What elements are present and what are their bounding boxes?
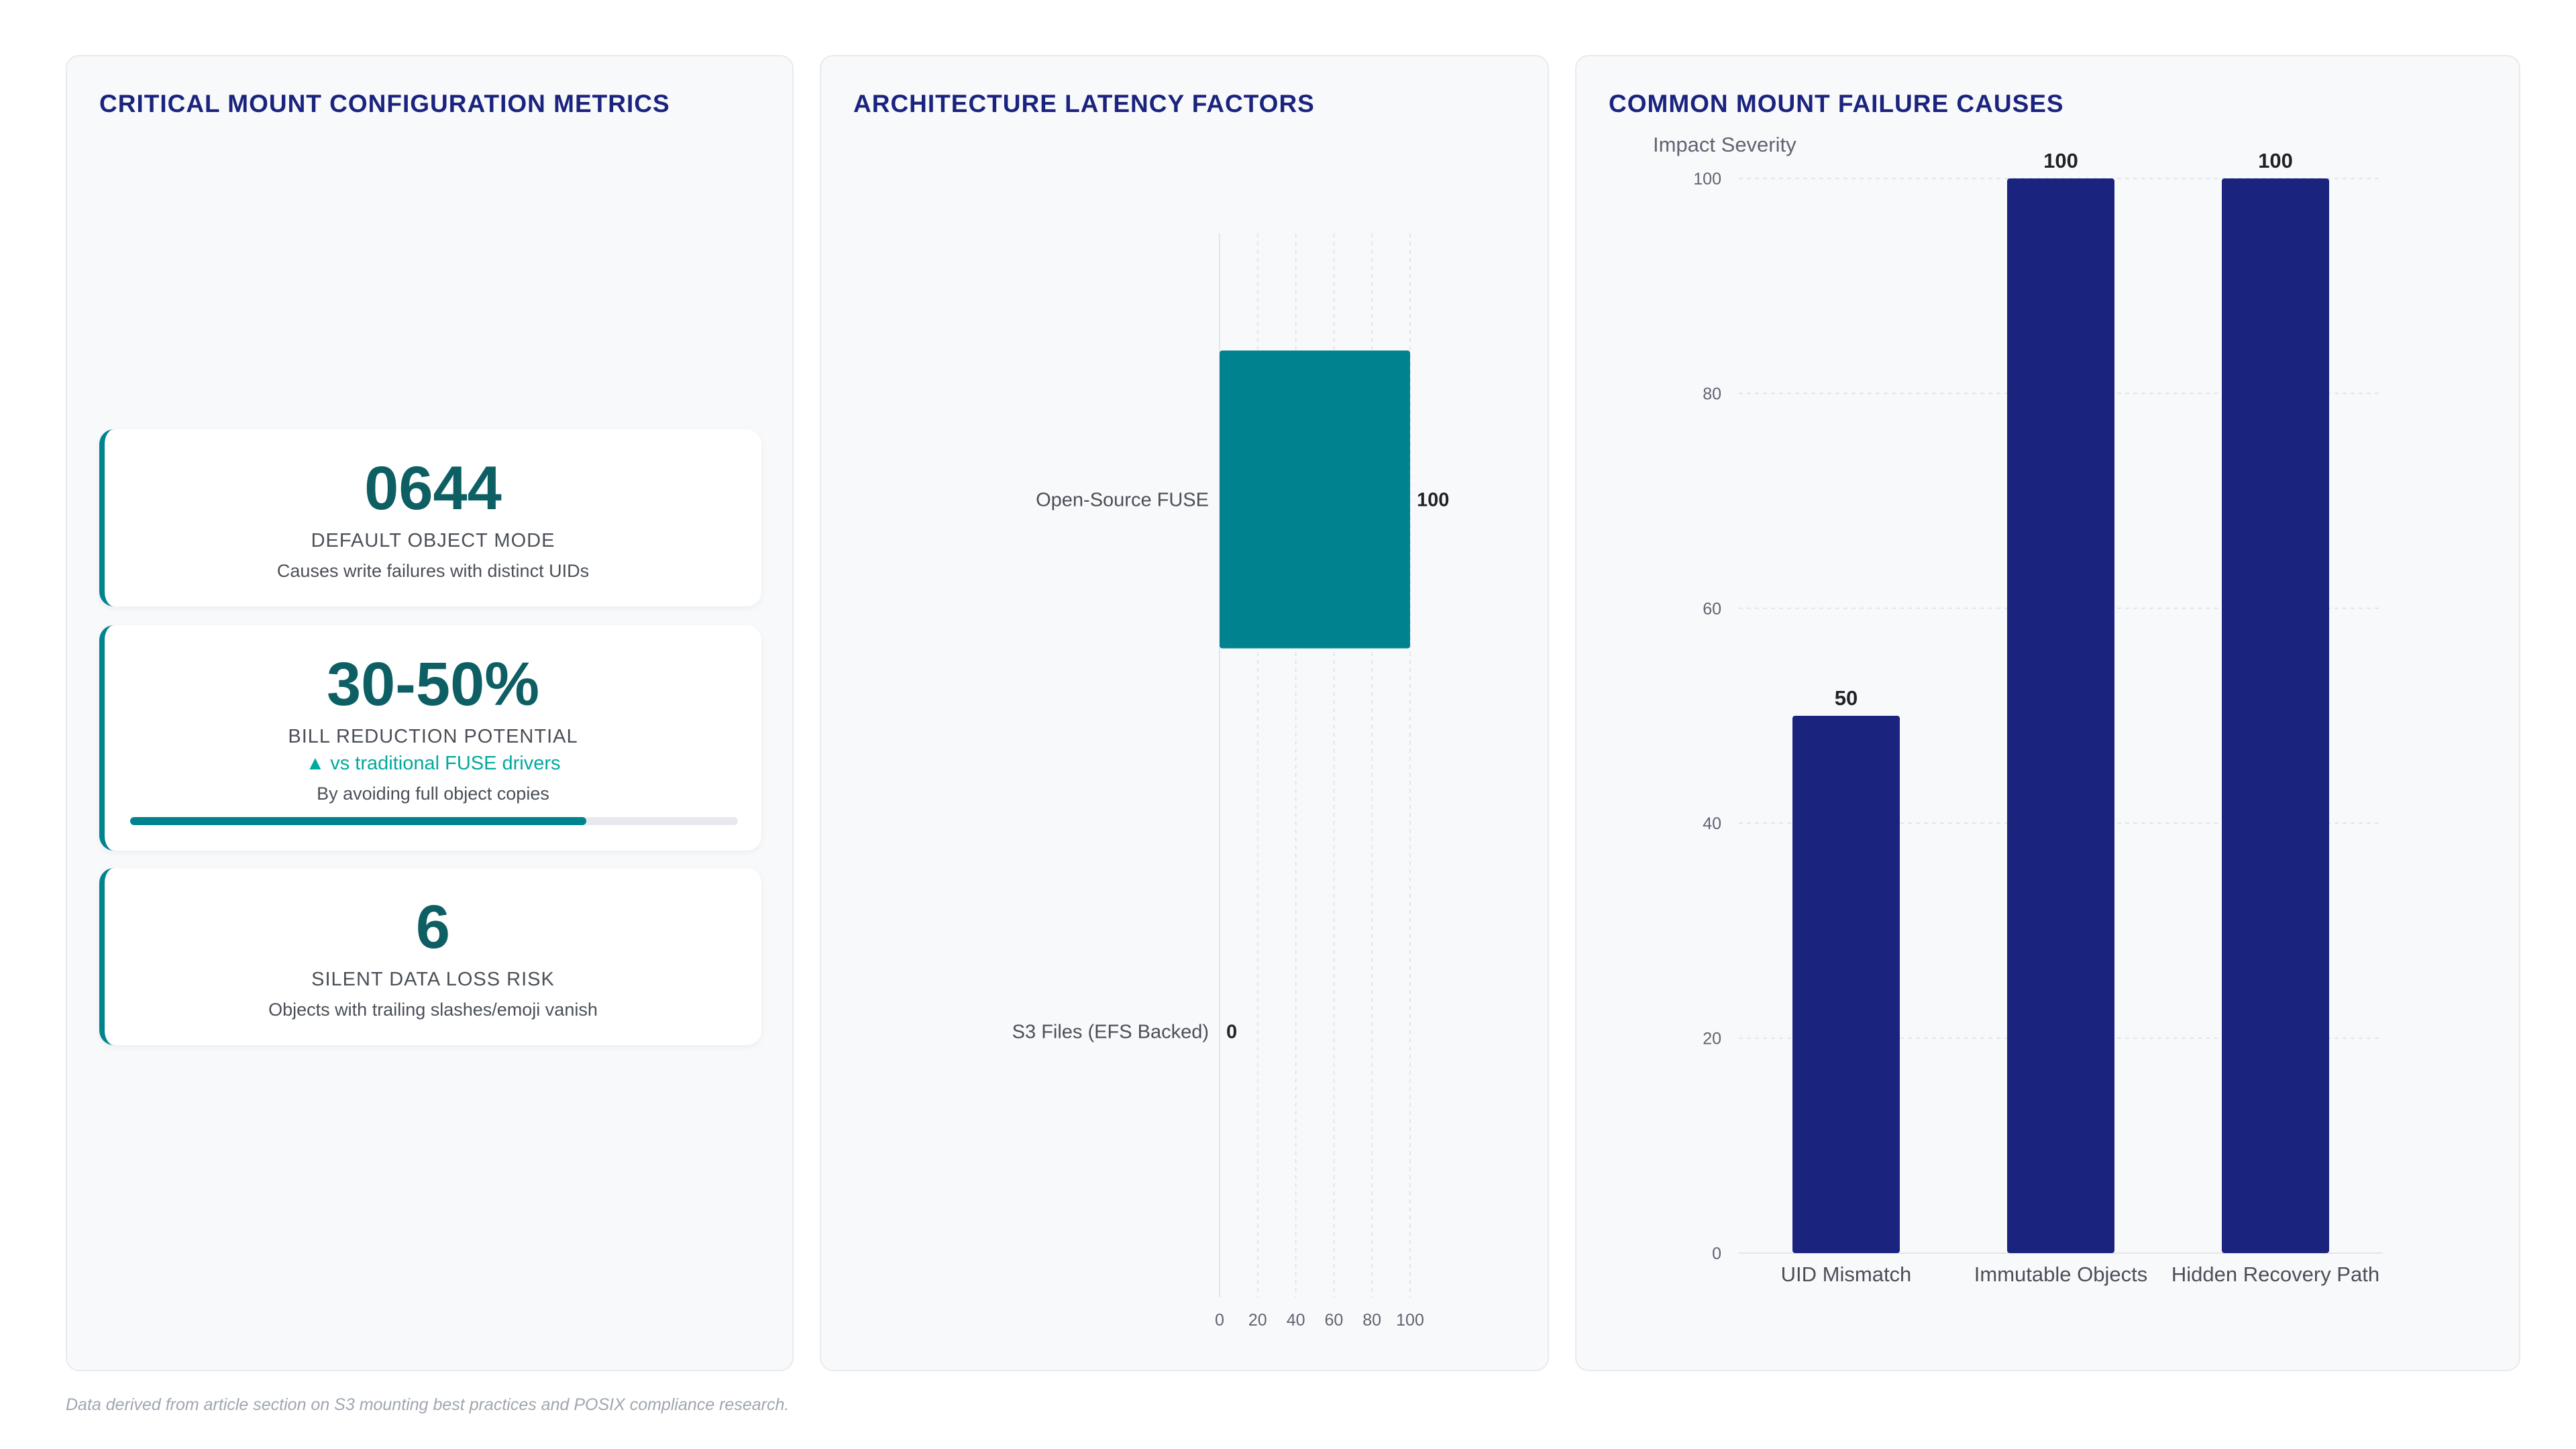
- data-label: 100: [2258, 149, 2293, 172]
- kpi-trend: ▲ vs traditional FUSE drivers: [305, 753, 561, 774]
- failure-chart: Impact Severity 50 UID Mismatch 100 Immutab…: [1653, 133, 2383, 1286]
- x-tick-label: 80: [1362, 1311, 1381, 1330]
- y-tick-label: 20: [1703, 1030, 1721, 1049]
- kpi-value: 30-50%: [326, 650, 540, 718]
- category-label: S3 Files (EFS Backed): [1012, 1022, 1209, 1043]
- progress-fill: [130, 817, 586, 825]
- data-label: 0: [1226, 1022, 1237, 1043]
- bar: [2222, 178, 2329, 1253]
- metrics-panel-title: CRITICAL MOUNT CONFIGURATION METRICS: [99, 90, 670, 117]
- kpi-label: BILL REDUCTION POTENTIAL: [288, 726, 578, 747]
- x-tick-label: 20: [1248, 1311, 1267, 1330]
- latency-panel-title: ARCHITECTURE LATENCY FACTORS: [853, 90, 1315, 117]
- kpi-subtext: Causes write failures with distinct UIDs: [276, 561, 590, 581]
- latency-chart: Open-Source FUSE 100 S3 Files (EFS Backed)…: [1012, 233, 1449, 1330]
- bar: [2007, 178, 2114, 1253]
- bar: [1220, 350, 1410, 649]
- y-tick-label: 40: [1703, 814, 1721, 833]
- data-label: 100: [2043, 149, 2078, 172]
- x-tick-label: 40: [1287, 1311, 1305, 1330]
- category-label: Open-Source FUSE: [1036, 490, 1209, 511]
- progress-bar: [130, 817, 738, 825]
- latency-panel: ARCHITECTURE LATENCY FACTORS Open-Source…: [820, 55, 1549, 1371]
- y-tick-label: 100: [1693, 170, 1721, 189]
- failure-panel-title: COMMON MOUNT FAILURE CAUSES: [1609, 90, 2064, 117]
- data-label: 100: [1417, 490, 1449, 511]
- y-tick-label: 0: [1712, 1244, 1721, 1263]
- kpi-card-data-loss: 6 SILENT DATA LOSS RISK Objects with tra…: [99, 868, 761, 1045]
- kpi-card-object-mode: 0644 DEFAULT OBJECT MODE Causes write fa…: [99, 429, 761, 606]
- y-tick-label: 80: [1703, 384, 1721, 403]
- category-label: Hidden Recovery Path: [2171, 1263, 2379, 1286]
- kpi-value: 6: [415, 893, 451, 961]
- kpi-value: 0644: [364, 454, 502, 523]
- x-tick-label: 60: [1324, 1311, 1343, 1330]
- kpi-label: DEFAULT OBJECT MODE: [311, 530, 555, 551]
- y-axis-label: Impact Severity: [1653, 133, 1796, 156]
- bar: [1792, 716, 1900, 1253]
- category-label: UID Mismatch: [1781, 1263, 1912, 1286]
- kpi-card-bill-reduction: 30-50% BILL REDUCTION POTENTIAL ▲ vs tra…: [99, 625, 761, 851]
- footnote: Data derived from article section on S3 …: [66, 1395, 790, 1414]
- kpi-subtext: Objects with trailing slashes/emoji vani…: [268, 1000, 598, 1020]
- metrics-panel: CRITICAL MOUNT CONFIGURATION METRICS 064…: [66, 55, 794, 1371]
- category-label: Immutable Objects: [1974, 1263, 2147, 1286]
- kpi-label: SILENT DATA LOSS RISK: [311, 969, 555, 990]
- y-tick-label: 60: [1703, 600, 1721, 619]
- x-tick-label: 0: [1215, 1311, 1224, 1330]
- kpi-subtext: By avoiding full object copies: [317, 784, 549, 804]
- x-tick-label: 100: [1396, 1311, 1424, 1330]
- data-label: 50: [1835, 686, 1858, 710]
- failure-panel: COMMON MOUNT FAILURE CAUSES Impact Sever…: [1575, 55, 2520, 1371]
